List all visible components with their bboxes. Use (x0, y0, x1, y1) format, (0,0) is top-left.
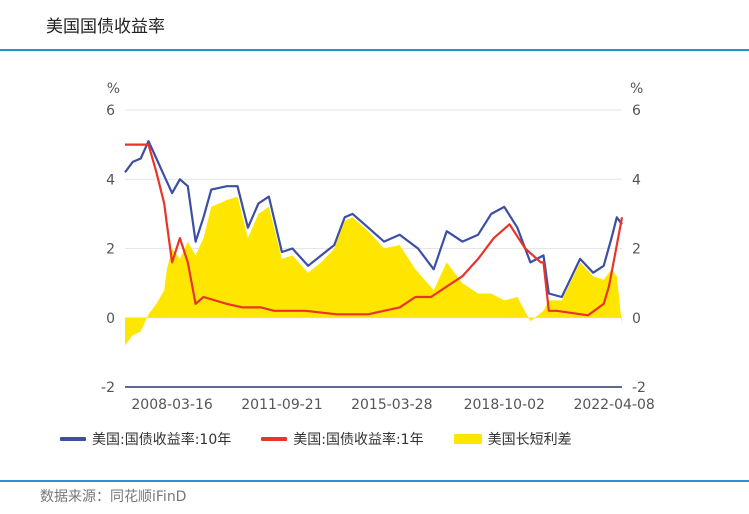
y-tick-left: 4 (106, 172, 115, 188)
y-unit-right: % (630, 81, 643, 97)
y-tick-left: 2 (106, 242, 115, 258)
chart-title: 美国国债收益率 (46, 17, 165, 37)
y-unit-left: % (107, 81, 120, 97)
y-tick-right: 2 (632, 242, 641, 258)
legend-label-spread: 美国长短利差 (487, 432, 572, 448)
y-tick-right: -2 (632, 380, 646, 396)
legend-label-10y: 美国:国债收益率:10年 (92, 432, 232, 448)
x-tick-label: 2022-04-08 (573, 397, 654, 413)
series-lines (124, 140, 624, 317)
legend-item-10y[interactable]: 美国:国债收益率:10年 (60, 429, 231, 449)
y-tick-right: 4 (632, 172, 641, 188)
legend-swatch-1y (261, 437, 288, 441)
legend: 美国:国债收益率:10年 美国:国债收益率:1年 美国长短利差 (60, 428, 602, 450)
x-tick-label: 2015-03-28 (351, 397, 432, 413)
legend-item-1y[interactable]: 美国:国债收益率:1年 (261, 429, 424, 449)
y-tick-left: 0 (106, 311, 115, 327)
spread-area-path (125, 196, 622, 346)
legend-label-1y: 美国:国债收益率:1年 (293, 432, 424, 448)
series-line-10y (124, 140, 623, 299)
y-tick-right: 0 (632, 311, 641, 327)
spread-area (125, 196, 622, 346)
y-tick-left: -2 (101, 380, 115, 396)
legend-swatch-10y (60, 437, 86, 441)
data-source: 数据来源：同花顺iFinD (40, 489, 187, 505)
series-line-1y (125, 143, 624, 317)
legend-item-spread[interactable]: 美国长短利差 (453, 429, 572, 449)
y-tick-left: 6 (106, 103, 115, 119)
x-tick-label: 2008-03-16 (131, 397, 212, 413)
header-divider (0, 49, 749, 51)
axes: 6 6 4 4 2 2 0 0 -2 -2% % 2008-03-16 2011-09-21 2015-0… (101, 81, 655, 413)
y-tick-right: 6 (632, 103, 641, 119)
x-tick-label: 2011-09-21 (241, 397, 322, 413)
chart-svg: 6 6 4 4 2 2 0 0 -2 -2% % 2008-03-16 2011-09-21 2015-0… (101, 81, 655, 413)
legend-swatch-spread (453, 434, 482, 444)
footer-divider (0, 480, 749, 482)
x-tick-label: 2018-10-02 (464, 397, 545, 413)
